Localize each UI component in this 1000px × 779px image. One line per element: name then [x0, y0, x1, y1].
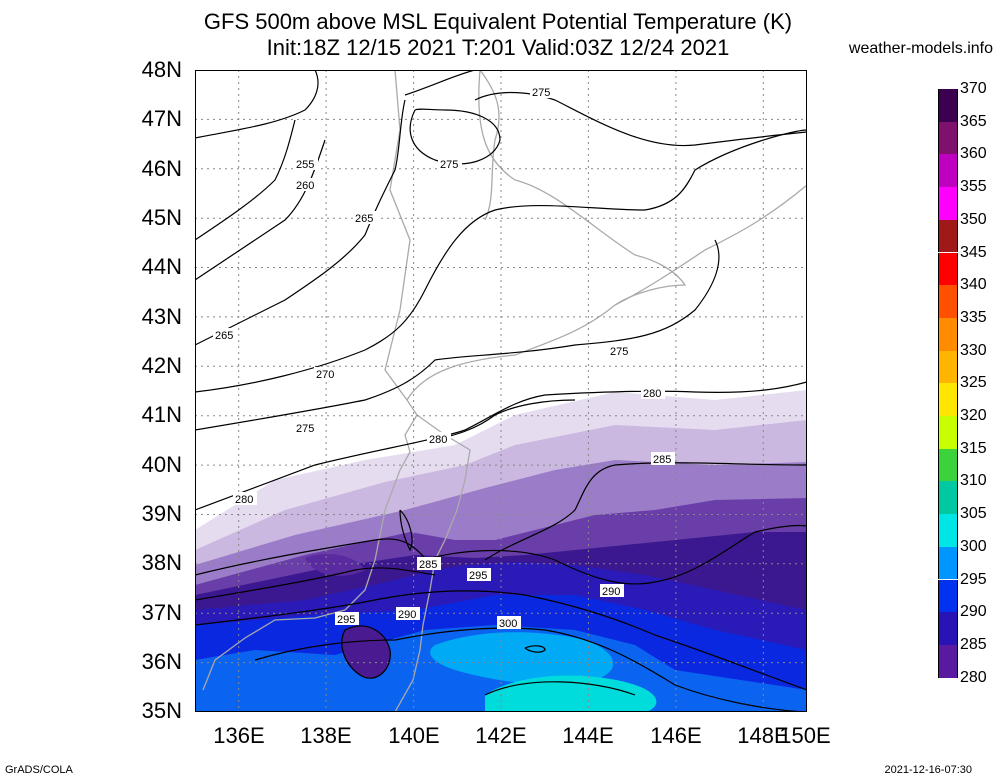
contour-label: 265	[355, 213, 373, 225]
lon-label: 150E	[779, 723, 831, 748]
colorbar-tick-label: 320	[960, 407, 987, 424]
colorbar-swatch	[938, 121, 958, 155]
brand-label: weather-models.info	[848, 40, 993, 57]
contour-label: 290	[398, 609, 416, 621]
coastline	[202, 70, 418, 691]
lat-label: 45N	[141, 205, 182, 230]
footer-credit: GrADS/COLA	[5, 764, 73, 776]
colorbar-swatch	[938, 383, 958, 416]
colorbar-swatch	[938, 416, 958, 449]
colorbar-tick-label: 350	[960, 210, 987, 228]
colorbar-tick-label: 330	[960, 341, 987, 359]
colorbar-tick-label: 305	[960, 505, 987, 523]
contour-label: 265	[215, 330, 233, 342]
lat-label: 36N	[141, 649, 182, 674]
lon-label: 138E	[300, 723, 352, 748]
contour-label: 270	[316, 369, 334, 381]
colorbar-swatch	[938, 219, 958, 253]
map-plot: 275 275 255 260 265 265 270 275 275 280 …	[195, 70, 807, 712]
colorbar-swatch	[938, 89, 958, 122]
colorbar-tick-label: 295	[960, 570, 987, 588]
contour-label: 280	[429, 434, 447, 446]
lon-label: 144E	[562, 723, 614, 748]
coastline-kuril	[614, 184, 807, 306]
colorbar-swatch	[938, 644, 958, 678]
contour-label: 295	[469, 570, 487, 582]
colorbar-tick-label: 290	[960, 603, 987, 621]
lon-label: 140E	[388, 723, 440, 748]
coastline-honshu-east	[394, 414, 471, 712]
coastline-hokkaido	[406, 70, 687, 401]
contour-label: 275	[296, 423, 314, 435]
footer-timestamp: 2021-12-16-07:30	[884, 764, 972, 776]
colorbar-tick-label: 360	[960, 145, 987, 163]
lat-label: 43N	[141, 304, 182, 329]
colorbar-swatch	[938, 285, 958, 318]
colorbar-swatch	[938, 252, 958, 286]
contour-label: 285	[653, 454, 671, 466]
colorbar-swatch	[938, 448, 958, 482]
colorbar-tick-label: 280	[960, 668, 987, 686]
colorbar-tick-label: 370	[960, 80, 987, 97]
colorbar-swatch	[938, 154, 958, 188]
colorbar-tick-label: 315	[960, 439, 987, 457]
colorbar-swatch	[938, 481, 958, 515]
colorbar-tick-label: 335	[960, 308, 987, 326]
lat-label: 44N	[141, 254, 182, 279]
contour-label: 295	[337, 614, 355, 626]
colorbar-swatch	[938, 514, 958, 547]
colorbar-tick-label: 345	[960, 243, 987, 261]
contour-label: 275	[532, 87, 550, 99]
colorbar-tick-label: 325	[960, 374, 987, 392]
colorbar-swatch	[938, 579, 958, 613]
lat-label: 37N	[141, 600, 182, 625]
contour-label: 285	[419, 559, 437, 571]
colorbar-swatch	[938, 317, 958, 351]
contour-label: 260	[296, 180, 314, 192]
lat-label: 46N	[141, 156, 182, 181]
colorbar-tick-label: 355	[960, 178, 987, 196]
colorbar-tick-label: 300	[960, 537, 987, 555]
contour-label: 280	[643, 388, 661, 400]
colorbar-tick-label: 365	[960, 112, 987, 130]
contour-label: 275	[440, 159, 458, 171]
lon-label: 136E	[213, 723, 265, 748]
colorbar-swatch	[938, 350, 958, 384]
lon-label: 148E	[737, 723, 789, 748]
shade-dark-local2	[305, 554, 365, 576]
colorbar-swatch	[938, 546, 958, 580]
lat-label: 47N	[141, 106, 182, 131]
lon-label: 142E	[475, 723, 527, 748]
lat-label: 48N	[141, 57, 182, 82]
chart-title: GFS 500m above MSL Equivalent Potential …	[203, 9, 793, 34]
lat-label: 42N	[141, 353, 182, 378]
chart-subtitle: Init:18Z 12/15 2021 T:201 Valid:03Z 12/2…	[266, 35, 730, 60]
contour-label: 275	[610, 346, 628, 358]
contour-label: 255	[296, 159, 314, 171]
lat-label: 40N	[141, 452, 182, 477]
lat-label: 35N	[141, 698, 182, 723]
colorbar-swatch	[938, 187, 958, 220]
lon-label: 146E	[650, 723, 702, 748]
colorbar-tick-label: 340	[960, 276, 987, 294]
contour-labels: 275 275 255 260 265 265 270 275 275 280 …	[213, 85, 675, 630]
grid	[195, 70, 807, 712]
colorbar-tick-label: 310	[960, 472, 987, 490]
contour-label: 290	[602, 586, 620, 598]
lat-label: 39N	[141, 501, 182, 526]
lat-label: 41N	[141, 402, 182, 427]
contour-label: 280	[235, 494, 253, 506]
lat-label: 38N	[141, 550, 182, 575]
shade-305	[485, 675, 657, 712]
colorbar-swatch	[938, 612, 958, 645]
shade-dark-local	[341, 626, 391, 679]
shade-303	[430, 632, 614, 685]
colorbar-tick-label: 285	[960, 635, 987, 653]
contour-label: 300	[499, 618, 517, 630]
coastline-sakhalin	[479, 70, 500, 221]
